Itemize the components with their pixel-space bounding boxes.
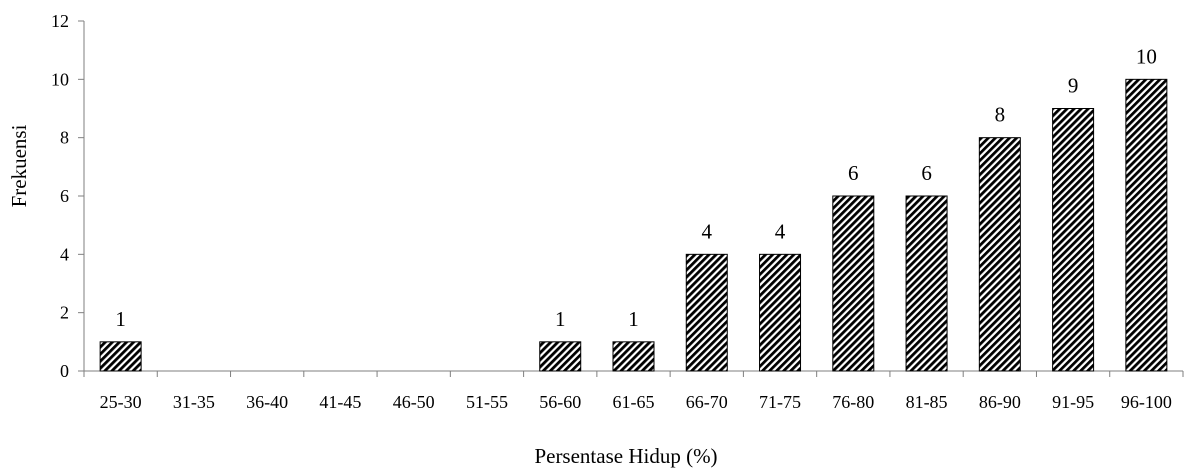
data-label: 6 — [921, 161, 932, 185]
data-label: 4 — [702, 219, 713, 243]
data-label: 1 — [115, 307, 126, 331]
bar — [539, 341, 582, 372]
bar — [832, 195, 875, 372]
x-tick-label: 56-60 — [539, 392, 581, 412]
data-label: 10 — [1136, 44, 1157, 68]
bar — [905, 195, 948, 372]
x-tick-label: 41-45 — [319, 392, 361, 412]
bar — [759, 253, 802, 372]
data-label: 1 — [628, 307, 639, 331]
bar — [978, 137, 1021, 372]
y-tick-label: 12 — [51, 11, 69, 31]
data-label: 4 — [775, 219, 786, 243]
x-tick-label: 31-35 — [173, 392, 215, 412]
bar — [1052, 108, 1095, 372]
y-tick-label: 4 — [60, 244, 69, 264]
x-tick-label: 46-50 — [393, 392, 435, 412]
data-label: 1 — [555, 307, 566, 331]
bars — [99, 78, 1168, 372]
x-tick-label: 91-95 — [1052, 392, 1094, 412]
bar — [685, 253, 728, 372]
x-tick-label: 25-30 — [100, 392, 142, 412]
bar — [99, 341, 142, 372]
y-tick-label: 10 — [51, 69, 69, 89]
x-tick-label: 61-65 — [613, 392, 655, 412]
data-label: 8 — [995, 103, 1006, 127]
bar — [1125, 78, 1168, 372]
y-tick-label: 2 — [60, 303, 69, 323]
y-tick-label: 0 — [60, 361, 69, 381]
y-tick-label: 8 — [60, 128, 69, 148]
x-tick-label: 66-70 — [686, 392, 728, 412]
bar — [612, 341, 655, 372]
y-axis-title: Frekuensi — [7, 124, 31, 207]
x-tick-label: 76-80 — [832, 392, 874, 412]
y-tick-label: 6 — [60, 186, 69, 206]
x-tick-label: 51-55 — [466, 392, 508, 412]
x-tick-label: 71-75 — [759, 392, 801, 412]
x-tick-label: 86-90 — [979, 392, 1021, 412]
x-axis-title: Persentase Hidup (%) — [534, 444, 717, 468]
labels: 0 2 4 6 8 10 12 25-30 1 31-35 36-40 41-45 46-50 51-55… — [51, 11, 1172, 412]
x-tick-label: 96-100 — [1121, 392, 1172, 412]
x-tick-label: 36-40 — [246, 392, 288, 412]
data-label: 6 — [848, 161, 859, 185]
data-label: 9 — [1068, 74, 1079, 98]
x-tick-label: 81-85 — [906, 392, 948, 412]
